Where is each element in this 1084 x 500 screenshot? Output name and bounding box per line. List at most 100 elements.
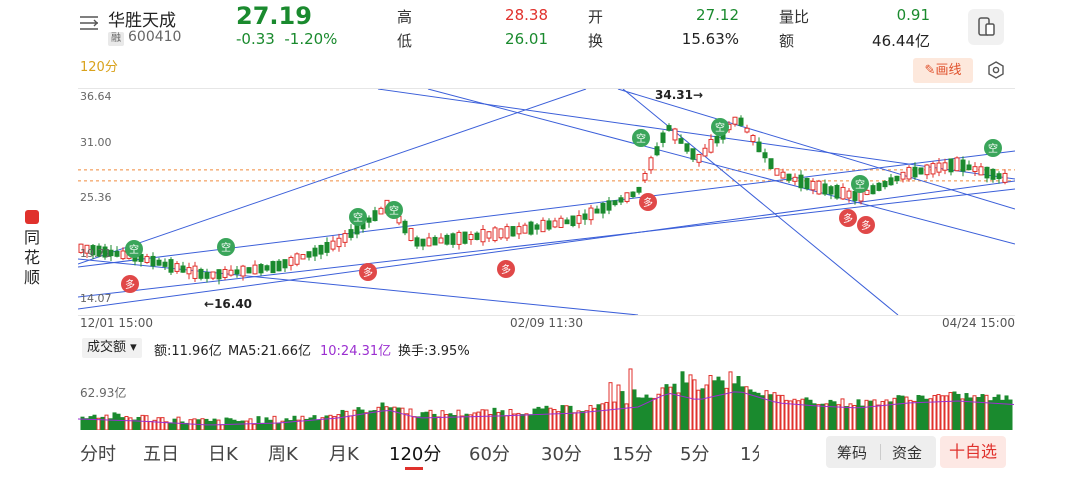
tab-60min[interactable]: 60分 xyxy=(469,444,510,465)
tab-weekly-k[interactable]: 周K xyxy=(268,444,298,465)
volume-bar xyxy=(688,374,693,431)
funds-button[interactable]: 资金 xyxy=(892,444,923,462)
volume-bar xyxy=(120,417,125,431)
sell-signal-circle xyxy=(217,238,235,256)
volume-bar xyxy=(560,405,565,431)
volume-bar xyxy=(972,395,977,431)
tab-five-day[interactable]: 五日 xyxy=(143,444,179,465)
volume-bar xyxy=(496,411,501,431)
candle-body xyxy=(966,164,972,171)
volume-bar xyxy=(856,399,861,431)
tab-monthly-k[interactable]: 月K xyxy=(329,444,359,465)
volume-bar xyxy=(540,408,545,431)
candle-body xyxy=(594,208,600,214)
candle-body xyxy=(114,250,120,257)
volume-bar xyxy=(380,402,385,431)
volume-chart[interactable] xyxy=(77,358,1015,431)
volume-bar xyxy=(696,389,701,431)
volume-bar xyxy=(132,419,137,431)
tab-5min[interactable]: 5分 xyxy=(680,444,710,465)
candle-body xyxy=(534,224,540,230)
volume-bar xyxy=(92,414,97,431)
volume-bar xyxy=(396,407,401,431)
tab-15min[interactable]: 15分 xyxy=(612,444,653,465)
volume-bar xyxy=(436,416,441,431)
volume-bar xyxy=(840,398,845,431)
buy-signal-label: 多 xyxy=(125,278,135,291)
draw-line-button[interactable]: ✎画线 xyxy=(913,58,973,83)
volume-bar xyxy=(1000,399,1005,431)
candle-body xyxy=(840,186,846,200)
volume-bar xyxy=(360,409,365,431)
volume-bar xyxy=(1004,395,1009,431)
volume-bar xyxy=(492,407,497,431)
tab-120min[interactable]: 120分 xyxy=(389,444,442,465)
current-price: 27.19 xyxy=(236,2,312,30)
volume-bar xyxy=(476,411,481,431)
tab-1min[interactable]: 1分 xyxy=(740,444,759,465)
candle-body xyxy=(630,191,636,198)
candle-body xyxy=(882,181,888,188)
y-tick-2: 31.00 xyxy=(80,136,112,149)
candle-body xyxy=(204,272,210,279)
landscape-toggle-button[interactable] xyxy=(968,9,1004,45)
candle-body xyxy=(828,186,834,195)
candle-body xyxy=(834,184,840,199)
chips-funds-group: 筹码 资金 xyxy=(826,436,936,468)
sell-signal-circle xyxy=(851,175,869,193)
period-label: 120分 xyxy=(80,60,118,75)
volume-bar xyxy=(864,399,869,431)
volume-bar xyxy=(684,382,689,431)
kline-chart[interactable]: 多空多多多多多空空空空空空空 xyxy=(77,88,1016,316)
candle-body xyxy=(324,241,330,253)
tab-intraday[interactable]: 分时 xyxy=(80,444,116,465)
volume-bar xyxy=(600,403,605,431)
candle-body xyxy=(342,233,348,243)
add-favorite-button[interactable]: 十自选 xyxy=(940,436,1006,468)
volume-bar xyxy=(716,376,721,431)
sell-signal-7: 空 xyxy=(125,240,143,258)
candle-body xyxy=(408,227,414,242)
candle-body xyxy=(750,135,756,142)
open-label: 开 xyxy=(588,8,604,26)
volume-bar xyxy=(844,406,849,431)
volume-bar xyxy=(404,413,409,431)
buy-signal-label: 多 xyxy=(643,196,653,209)
volume-bar xyxy=(816,404,821,431)
volume-bar xyxy=(324,415,329,431)
volume-bar xyxy=(504,415,509,431)
volume-bar xyxy=(904,396,909,431)
candle-body xyxy=(948,158,954,173)
volume-bar xyxy=(232,419,237,431)
volume-bar xyxy=(752,391,757,431)
candle-body xyxy=(852,190,858,201)
volume-bar xyxy=(884,399,889,431)
volume-bar xyxy=(900,395,905,431)
volume-bar xyxy=(676,392,681,431)
y-tick-5: 14.07 xyxy=(80,292,112,305)
volume-bar xyxy=(140,414,145,431)
volume-indicator-select[interactable]: 成交额 ▾ xyxy=(82,338,142,358)
min-price-value: 16.40 xyxy=(214,297,253,311)
candle-body xyxy=(684,143,690,152)
candle-body xyxy=(312,247,318,257)
volume-ma10: 10:24.31亿 xyxy=(320,344,392,359)
chips-button[interactable]: 筹码 xyxy=(837,444,868,462)
menu-icon[interactable] xyxy=(78,12,100,34)
volume-bar xyxy=(988,400,993,431)
tab-daily-k[interactable]: 日K xyxy=(208,444,238,465)
volume-bar xyxy=(984,394,989,431)
volume-bar xyxy=(764,390,769,431)
buy-signal-circle xyxy=(639,193,657,211)
volume-bar xyxy=(992,396,997,431)
settings-icon[interactable] xyxy=(986,60,1006,80)
candle-body xyxy=(642,172,648,181)
candle-body xyxy=(234,269,240,275)
sell-signal-label: 空 xyxy=(855,178,865,191)
volume-bar xyxy=(88,416,93,431)
volume-bar xyxy=(368,410,373,431)
low-value: 26.01 xyxy=(505,30,548,48)
buy-signal-label: 多 xyxy=(363,266,373,279)
tab-30min[interactable]: 30分 xyxy=(541,444,582,465)
volume-bar xyxy=(244,420,249,431)
